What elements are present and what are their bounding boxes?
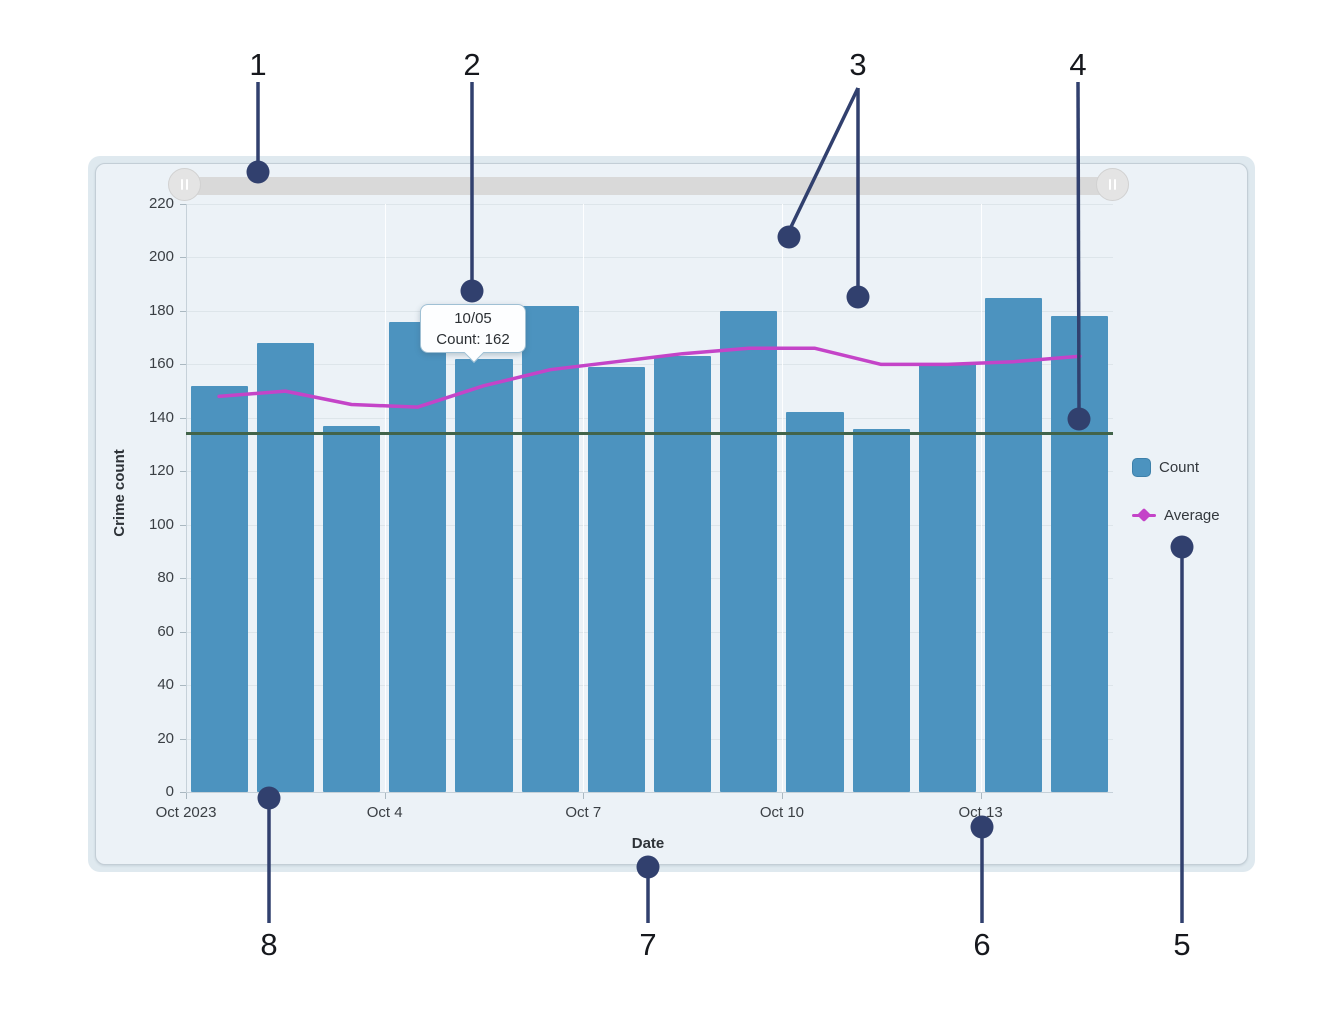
legend-item-average[interactable]: Average bbox=[1132, 506, 1220, 525]
y-tick-mark bbox=[180, 578, 186, 580]
bar-oct-5[interactable] bbox=[455, 359, 513, 792]
average-line bbox=[217, 346, 1082, 409]
y-tick-mark bbox=[180, 204, 186, 205]
bar-oct-2[interactable] bbox=[256, 342, 314, 792]
x-tick-mark bbox=[781, 792, 783, 799]
y-gridline bbox=[186, 524, 1113, 526]
legend-label-count: Count bbox=[1159, 459, 1200, 476]
y-tick-mark bbox=[180, 631, 186, 633]
y-gridline bbox=[186, 685, 1113, 687]
y-tick-label: 180 bbox=[148, 301, 174, 319]
callout-6-number: 6 bbox=[973, 927, 990, 962]
callout-5-number: 5 bbox=[1173, 927, 1190, 962]
y-tick-label: 80 bbox=[157, 569, 174, 587]
slider-handle-right[interactable] bbox=[1096, 168, 1129, 201]
x-tick-label: Oct 7 bbox=[565, 804, 602, 821]
callout-8-number: 8 bbox=[260, 927, 277, 962]
y-tick-mark bbox=[180, 364, 186, 366]
grip-icon bbox=[186, 179, 188, 190]
y-tick-label: 0 bbox=[165, 783, 174, 800]
x-tick-mark bbox=[384, 792, 386, 799]
count-swatch-icon bbox=[1132, 458, 1151, 477]
x-tick-mark bbox=[583, 792, 585, 799]
y-tick-mark bbox=[180, 417, 186, 419]
x-tick-label: Oct 4 bbox=[366, 804, 403, 821]
y-gridline bbox=[186, 417, 1113, 419]
callout-4-number: 4 bbox=[1069, 47, 1086, 82]
y-tick-label: 100 bbox=[148, 515, 174, 533]
x-gridline bbox=[384, 204, 386, 792]
y-tick-mark bbox=[180, 685, 186, 687]
bar-oct-8[interactable] bbox=[654, 356, 712, 792]
x-tick-label: Oct 13 bbox=[958, 804, 1003, 821]
y-axis-title: Crime count bbox=[111, 449, 128, 537]
y-tick-label: 200 bbox=[148, 248, 174, 266]
y-tick-label: 220 bbox=[148, 195, 174, 212]
x-axis-line bbox=[186, 792, 1113, 793]
tooltip: 10/05 Count: 162 bbox=[420, 304, 526, 353]
y-gridline bbox=[186, 738, 1113, 740]
grip-icon bbox=[1114, 179, 1116, 190]
callout-7-number: 7 bbox=[639, 927, 656, 962]
time-range-slider-track[interactable] bbox=[171, 177, 1127, 195]
bar-oct-9[interactable] bbox=[720, 310, 778, 792]
y-tick-mark bbox=[180, 738, 186, 740]
plot-area: 10/05 Count: 162 Count Average 0 20 40 60 80… bbox=[149, 195, 1220, 821]
y-tick-mark bbox=[180, 471, 186, 473]
tooltip-value: Count: 162 bbox=[436, 331, 510, 348]
legend-label-average: Average bbox=[1164, 507, 1220, 524]
callout-3-number: 3 bbox=[849, 47, 866, 82]
y-tick-label: 40 bbox=[157, 676, 174, 694]
x-axis-title: Date bbox=[631, 835, 665, 852]
x-tick-label: Oct 10 bbox=[759, 804, 805, 821]
average-line-marker-icon bbox=[1132, 506, 1156, 525]
y-axis-line bbox=[186, 204, 187, 792]
y-gridline bbox=[186, 257, 1113, 259]
x-tick-mark bbox=[980, 792, 982, 799]
y-tick-label: 160 bbox=[148, 355, 174, 373]
y-tick-label: 120 bbox=[148, 462, 174, 480]
y-tick-label: 140 bbox=[148, 408, 174, 426]
chart-panel-outer: 10/05 Count: 162 Count Average 0 20 40 60 80… bbox=[88, 156, 1255, 872]
y-tick-mark bbox=[180, 792, 186, 793]
y-gridline bbox=[186, 204, 1113, 205]
callout-1-number: 1 bbox=[249, 47, 266, 82]
y-gridline bbox=[186, 631, 1113, 633]
y-tick-mark bbox=[180, 524, 186, 526]
bar-oct-1[interactable] bbox=[190, 385, 248, 792]
y-gridline bbox=[186, 310, 1113, 312]
grip-icon bbox=[1109, 179, 1111, 190]
y-tick-label: 60 bbox=[157, 622, 174, 640]
bar-oct-10[interactable] bbox=[786, 412, 844, 792]
reference-line bbox=[186, 432, 1113, 436]
x-tick-label: Oct 2023 bbox=[155, 804, 217, 821]
bar-oct-11[interactable] bbox=[852, 428, 910, 792]
x-gridline bbox=[781, 204, 783, 792]
chart-panel: 10/05 Count: 162 Count Average 0 20 40 60 80… bbox=[95, 163, 1248, 865]
slider-handle-left[interactable] bbox=[168, 168, 201, 201]
y-gridline bbox=[186, 364, 1113, 366]
bar-oct-6[interactable] bbox=[521, 305, 579, 792]
legend-item-count[interactable]: Count bbox=[1132, 458, 1199, 477]
callout-2-number: 2 bbox=[463, 47, 480, 82]
x-tick-mark bbox=[186, 792, 187, 799]
y-tick-label: 20 bbox=[157, 729, 174, 747]
y-gridline bbox=[186, 471, 1113, 473]
y-tick-mark bbox=[180, 257, 186, 259]
grip-icon bbox=[181, 179, 183, 190]
bar-oct-13[interactable] bbox=[985, 297, 1043, 792]
x-gridline bbox=[583, 204, 585, 792]
x-gridline bbox=[980, 204, 982, 792]
bar-oct-3[interactable] bbox=[322, 425, 381, 792]
bar-oct-12[interactable] bbox=[918, 364, 977, 792]
bar-oct-7[interactable] bbox=[587, 367, 645, 792]
tooltip-date: 10/05 bbox=[454, 310, 492, 327]
y-tick-mark bbox=[180, 310, 186, 312]
y-gridline bbox=[186, 578, 1113, 580]
